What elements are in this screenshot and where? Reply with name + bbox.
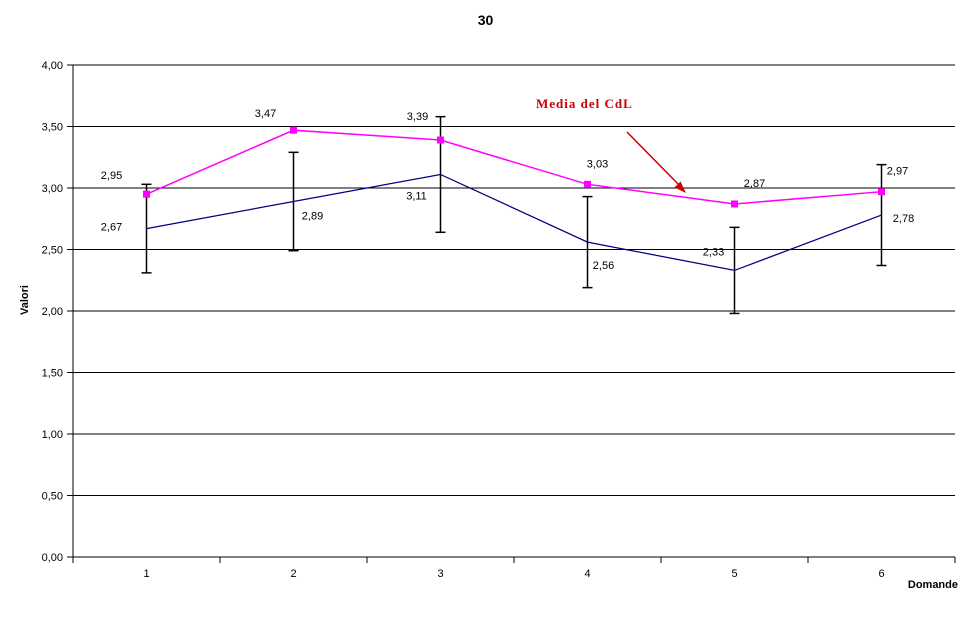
x-tick-label: 1	[143, 568, 149, 580]
series-line-magenta	[146, 129, 882, 205]
series-line-navy	[146, 173, 882, 272]
y-tick-label: 2,00	[42, 306, 63, 318]
data-label-magenta: 3,47	[255, 108, 276, 120]
x-tick-label: 5	[731, 568, 737, 580]
data-point-marker	[731, 200, 738, 208]
y-tick-label: 0,00	[42, 552, 63, 564]
annotation-media-del-cdl: Media del CdL	[536, 96, 633, 111]
y-tick-label: 3,50	[42, 122, 63, 134]
y-axis-title: Valori	[19, 285, 31, 315]
x-tick-label: 3	[437, 568, 443, 580]
x-tick-label: 2	[290, 568, 296, 580]
y-tick-label: 1,00	[42, 429, 63, 441]
x-axis-title: Domande	[907, 579, 958, 591]
data-label-navy: 2,78	[893, 213, 914, 225]
y-tick-label: 3,00	[42, 183, 63, 195]
annotation-arrow-line	[626, 131, 683, 189]
data-label-navy: 2,67	[101, 222, 122, 234]
x-tick-label: 6	[878, 568, 884, 580]
data-point-marker	[290, 126, 297, 134]
y-tick-label: 0,50	[42, 491, 63, 503]
y-tick-label: 1,50	[42, 368, 63, 380]
annotation-arrow-head	[674, 181, 686, 193]
data-point-marker	[437, 136, 444, 144]
data-label-magenta: 3,03	[587, 158, 608, 170]
chart-title: 30	[477, 12, 494, 28]
data-label-magenta: 2,95	[101, 170, 122, 182]
data-label-navy: 2,89	[302, 211, 323, 223]
data-point-marker	[143, 190, 150, 198]
data-label-magenta: 2,97	[887, 166, 908, 178]
data-point-marker	[584, 180, 591, 188]
x-tick-label: 4	[584, 568, 590, 580]
y-tick-label: 2,50	[42, 245, 63, 257]
data-label-magenta: 3,39	[407, 111, 428, 123]
y-tick-label: 4,00	[42, 60, 63, 72]
data-point-marker	[878, 188, 885, 196]
data-label-navy: 3,11	[406, 190, 427, 202]
data-label-navy: 2,56	[593, 260, 614, 272]
data-label-navy: 2,33	[703, 246, 724, 258]
data-label-magenta: 2,87	[744, 178, 765, 190]
